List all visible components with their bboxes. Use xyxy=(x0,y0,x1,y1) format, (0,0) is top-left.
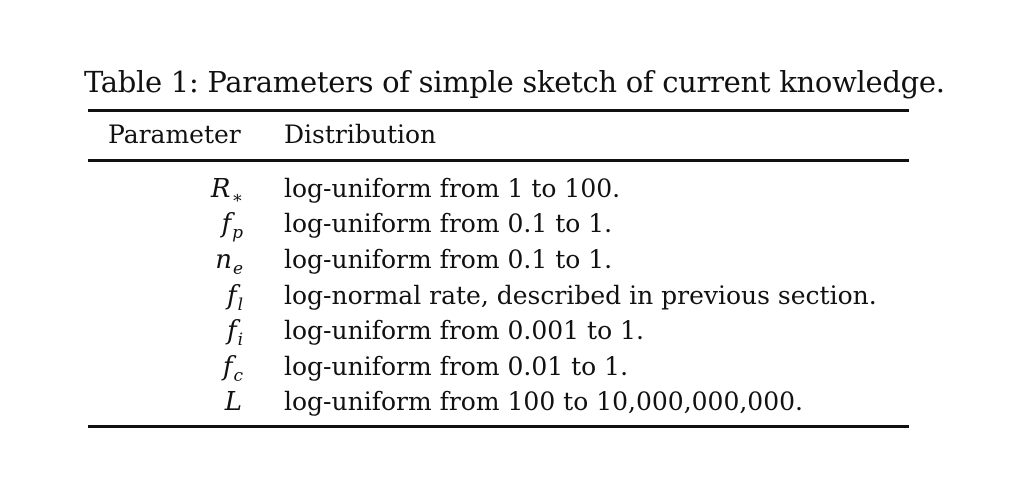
parameter-distribution: log-uniform from 0.001 to 1. xyxy=(284,316,644,345)
parameter-symbol: ne xyxy=(215,245,243,279)
parameter-symbol: fl xyxy=(226,281,243,315)
parameter-symbol: R∗ xyxy=(210,174,243,208)
parameter-symbol: fi xyxy=(226,316,243,350)
table-row: L log-uniform from 100 to 10,000,000,000… xyxy=(88,384,909,420)
header-rule xyxy=(88,159,909,162)
parameter-distribution: log-uniform from 0.01 to 1. xyxy=(284,352,629,381)
parameter-symbol: fp xyxy=(221,209,243,243)
table-row: fc log-uniform from 0.01 to 1. xyxy=(88,349,909,386)
parameter-distribution: log-uniform from 0.1 to 1. xyxy=(284,245,613,274)
header-parameter: Parameter xyxy=(108,120,241,149)
top-rule xyxy=(88,109,909,112)
table-caption: Table 1: Parameters of simple sketch of … xyxy=(84,65,945,99)
parameter-distribution: log-uniform from 100 to 10,000,000,000. xyxy=(284,387,803,416)
table-row: ne log-uniform from 0.1 to 1. xyxy=(88,242,909,279)
parameter-symbol: fc xyxy=(222,352,243,386)
table-row: fi log-uniform from 0.001 to 1. xyxy=(88,313,909,350)
table-row: fl log-normal rate, described in previou… xyxy=(88,278,909,315)
parameter-distribution: log-uniform from 1 to 100. xyxy=(284,174,621,203)
parameter-symbol: L xyxy=(224,387,242,417)
bottom-rule xyxy=(88,425,909,428)
table-row: fp log-uniform from 0.1 to 1. xyxy=(88,206,909,243)
table-row: R∗ log-uniform from 1 to 100. xyxy=(88,171,909,208)
header-distribution: Distribution xyxy=(284,120,437,149)
parameter-distribution: log-normal rate, described in previous s… xyxy=(284,281,877,310)
parameter-distribution: log-uniform from 0.1 to 1. xyxy=(284,209,613,238)
